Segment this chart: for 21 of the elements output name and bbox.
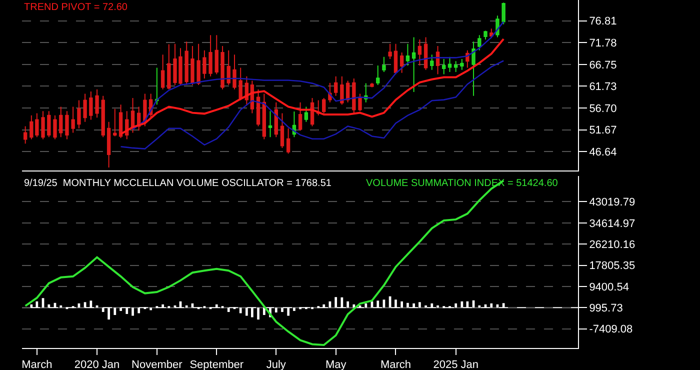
y-tick-label: 66.75 (589, 59, 617, 72)
x-tick-label: March (22, 359, 52, 370)
y-tick-label: 17805.35 (589, 260, 636, 272)
y-tick-label: 76.81 (589, 16, 617, 28)
x-tick-label: 2025 Jan (433, 359, 478, 370)
y-tick-label: 9400.54 (589, 281, 629, 294)
x-tick-label: 2020 Jan (74, 359, 120, 370)
x-tick-label: March (380, 359, 412, 370)
text: TREND PIVOT = 72.60 (24, 2, 128, 13)
x-tick-label: November (132, 359, 183, 370)
y-tick-label: 995.73 (589, 302, 623, 315)
y-tick-label: 26210.16 (589, 238, 636, 251)
y-tick-label: 71.78 (589, 37, 617, 50)
y-tick-label: 51.67 (589, 124, 617, 137)
y-tick-label: 43019.79 (589, 196, 636, 209)
y-tick-label: 56.70 (589, 102, 617, 115)
text: 9/19/25 MONTHLY MCCLELLAN VOLUME OSCILLATOR = 1768.51 (24, 178, 332, 189)
y-tick-label: 46.64 (589, 146, 617, 159)
y-tick-label: 34614.97 (589, 218, 636, 230)
y-tick-label: -7409.08 (589, 324, 633, 336)
y-tick-label: 61.73 (589, 81, 617, 94)
